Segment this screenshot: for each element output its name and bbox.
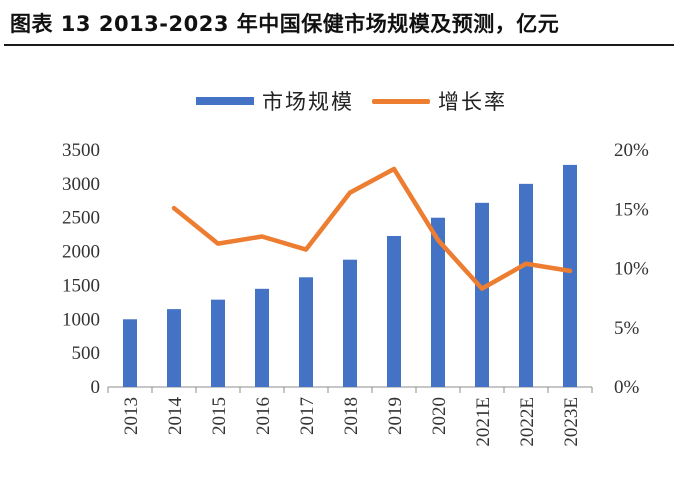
bar-market-size <box>255 288 269 387</box>
line-growth-rate <box>171 166 573 291</box>
y-left-tick-label: 3000 <box>62 174 100 195</box>
y-left-tick-label: 0 <box>91 377 101 398</box>
x-tick-label: 2017 <box>297 397 318 435</box>
legend-item-growth-rate: 增长率 <box>372 86 507 116</box>
bar-market-size <box>563 164 577 387</box>
y-right-tick-label: 5% <box>614 318 640 339</box>
y-left-tick-label: 1500 <box>62 275 100 296</box>
bar-market-size <box>475 202 489 387</box>
x-tick-label: 2015 <box>209 397 230 435</box>
y-left-tick-label: 1000 <box>62 309 100 330</box>
bar-market-size <box>167 309 181 387</box>
legend-item-market-size: 市场规模 <box>196 86 354 116</box>
bar-market-size <box>343 259 357 387</box>
x-tick-label: 2020 <box>429 397 450 435</box>
y-right-tick-label: 20% <box>614 140 649 161</box>
y-right-tick-label: 0% <box>614 377 640 398</box>
title-underline <box>4 44 674 46</box>
chart-title: 图表 13 2013-2023 年中国保健市场规模及预测，亿元 <box>10 12 560 36</box>
y-right-tick-label: 15% <box>614 199 649 220</box>
bar-market-size <box>387 235 401 387</box>
y-left-tick-label: 3500 <box>62 140 100 161</box>
y-left-tick-label: 2000 <box>62 242 100 263</box>
legend-bar-swatch <box>196 97 254 105</box>
x-tick-label: 2018 <box>341 397 362 435</box>
bar-market-size <box>211 299 225 387</box>
bar-market-size <box>299 277 313 387</box>
x-tick-label: 2019 <box>385 397 406 435</box>
x-tick-label: 2021E <box>473 397 494 447</box>
bar-market-size <box>123 319 137 387</box>
y-left-tick-label: 2500 <box>62 208 100 229</box>
legend-line-swatch <box>372 98 430 104</box>
x-tick-label: 2023E <box>561 397 582 447</box>
legend-label-growth-rate: 增长率 <box>438 90 507 114</box>
x-tick-label: 2013 <box>121 397 142 435</box>
x-tick-label: 2016 <box>253 397 274 435</box>
x-tick-label: 2014 <box>165 397 186 436</box>
x-tick-label: 2022E <box>517 397 538 447</box>
legend-label-market-size: 市场规模 <box>262 90 354 114</box>
bar-market-size <box>519 183 533 387</box>
y-right-tick-label: 10% <box>614 259 649 280</box>
bar-market-size <box>431 217 445 387</box>
y-left-tick-label: 500 <box>72 343 101 364</box>
legend: 市场规模 增长率 <box>0 86 685 114</box>
